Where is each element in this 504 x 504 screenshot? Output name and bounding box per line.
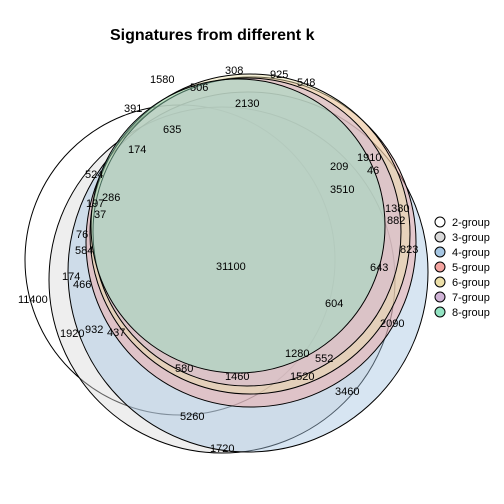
region-count-label: 1920 [60,328,84,340]
region-count-label: 552 [315,353,333,365]
region-count-label: 5260 [180,411,204,423]
region-count-label: 643 [370,262,388,274]
legend-swatch-6-group [435,277,445,287]
region-count-label: 1910 [357,152,381,164]
region-count-label: 46 [367,165,379,177]
legend-swatch-8-group [435,307,445,317]
legend-swatch-4-group [435,247,445,257]
region-count-label: 882 [387,215,405,227]
region-count-label: 37 [94,209,106,221]
venn-diagram: Signatures from different k 31100 11400 52… [0,0,504,504]
region-count-label: 11400 [18,294,48,306]
legend-label-4-group: 4-group [452,247,490,259]
region-count-label: 2130 [235,98,259,110]
region-count-label: 1460 [225,371,249,383]
region-count-label: 604 [325,298,343,310]
region-count-label: 524 [85,169,103,181]
region-count-label: 308 [225,65,243,77]
region-count-label: 932 [85,324,103,336]
region-count-label: 506 [190,82,208,94]
region-count-label: 548 [297,77,315,89]
legend-swatch-7-group [435,292,445,302]
region-count-label: 925 [270,69,288,81]
region-count-label: 1280 [285,348,309,360]
region-count-label: 1380 [385,203,409,215]
legend-swatch-5-group [435,262,445,272]
region-count-label: 823 [400,244,418,256]
region-count-label: 1580 [150,74,174,86]
region-count-label: 635 [163,124,181,136]
venn-circle-8-group [91,79,385,373]
region-count-label: 391 [124,103,142,115]
legend-swatch-2-group [435,217,445,227]
region-count-label: 76 [76,229,88,241]
region-count-label: 1520 [290,371,314,383]
legend: 2-group 3-group 4-group 5-group 6-group 7-gro… [435,217,490,319]
region-count-label: 286 [102,192,120,204]
region-count-label: 580 [175,363,193,375]
region-count-label: 2090 [380,318,404,330]
legend-label-6-group: 6-group [452,277,490,289]
legend-label-7-group: 7-group [452,292,490,304]
region-count-label: 1720 [210,443,234,455]
legend-label-3-group: 3-group [452,232,490,244]
region-count-label: 174 [62,271,80,283]
region-count-label: 31100 [216,261,246,273]
region-count-label: 584 [75,245,93,257]
chart-title: Signatures from different k [110,27,315,44]
legend-label-2-group: 2-group [452,217,490,229]
legend-swatch-3-group [435,232,445,242]
region-count-label: 437 [107,327,125,339]
legend-label-5-group: 5-group [452,262,490,274]
region-count-label: 209 [330,161,348,173]
region-count-label: 3510 [330,184,354,196]
region-count-label: 174 [128,144,146,156]
region-count-label: 3460 [335,386,359,398]
legend-label-8-group: 8-group [452,307,490,319]
